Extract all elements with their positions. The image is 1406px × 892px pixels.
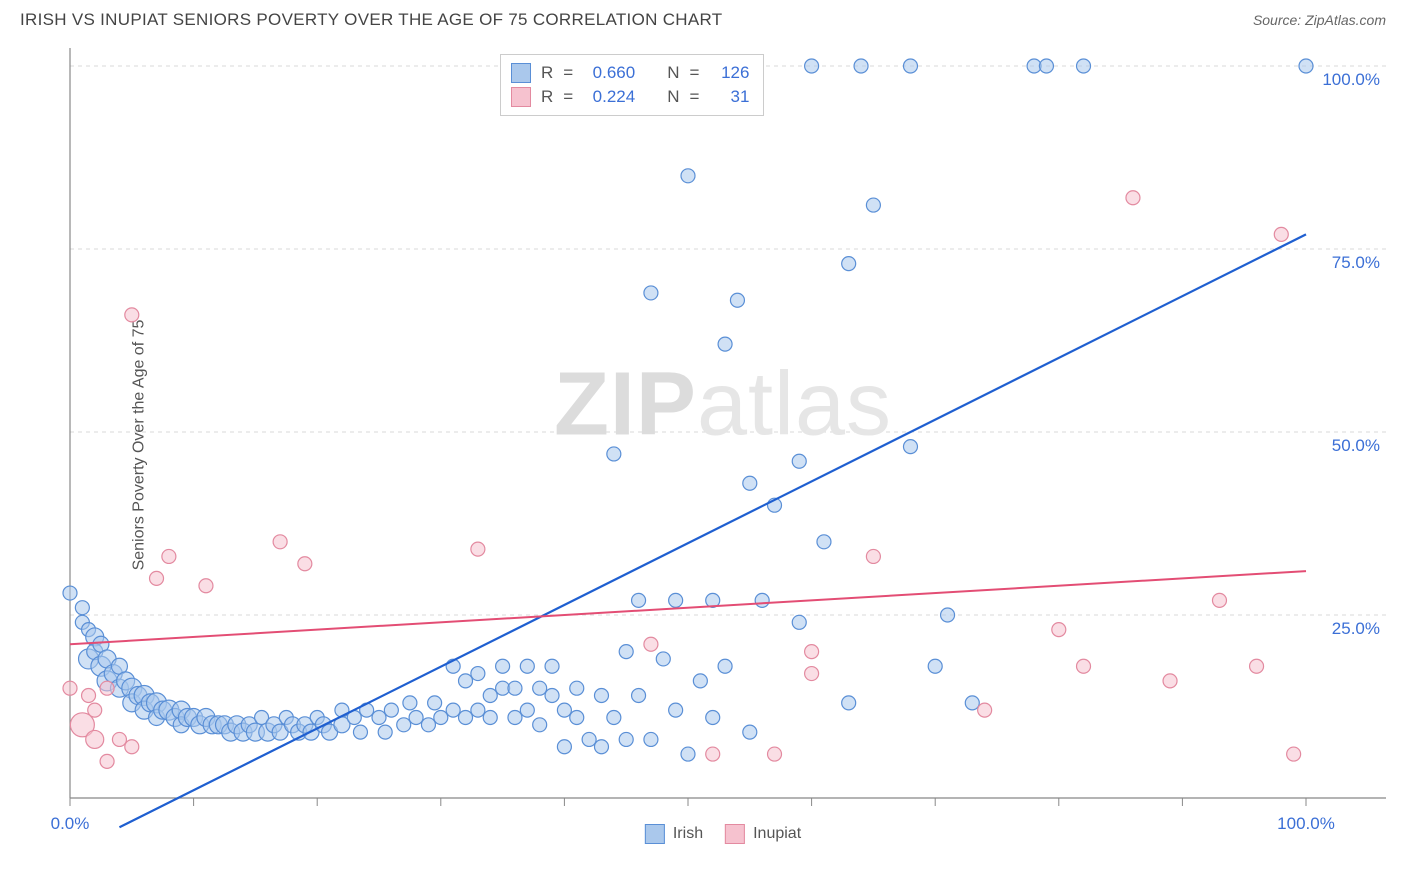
chart-title: IRISH VS INUPIAT SENIORS POVERTY OVER TH…	[20, 10, 722, 30]
plot-area: ZIPatlas R=0.660N=126R=0.224N=31 IrishIn…	[60, 48, 1386, 842]
corr-legend-row-irish: R=0.660N=126	[511, 61, 749, 85]
legend-swatch	[725, 824, 745, 844]
y-tick-label: 25.0%	[1332, 619, 1380, 639]
n-value: 126	[709, 61, 749, 85]
source-label: Source:	[1253, 12, 1301, 28]
series-legend-label: Inupiat	[753, 825, 801, 843]
n-label: N	[667, 85, 679, 109]
series-legend-item-inupiat: Inupiat	[725, 824, 801, 844]
r-value: 0.224	[583, 85, 635, 109]
correlation-legend: R=0.660N=126R=0.224N=31	[500, 54, 764, 116]
y-tick-label: 100.0%	[1322, 70, 1380, 90]
series-legend-label: Irish	[673, 825, 703, 843]
n-value: 31	[709, 85, 749, 109]
y-tick-label: 75.0%	[1332, 253, 1380, 273]
scatter-plot-svg	[60, 48, 1386, 842]
chart-container: Seniors Poverty Over the Age of 75 ZIPat…	[20, 48, 1386, 842]
x-tick-label: 100.0%	[1277, 814, 1335, 834]
y-tick-label: 50.0%	[1332, 436, 1380, 456]
source-value: ZipAtlas.com	[1305, 12, 1386, 28]
legend-swatch	[511, 63, 531, 83]
chart-header: IRISH VS INUPIAT SENIORS POVERTY OVER TH…	[0, 0, 1406, 36]
corr-legend-row-inupiat: R=0.224N=31	[511, 85, 749, 109]
source-attribution: Source: ZipAtlas.com	[1253, 12, 1386, 28]
r-value: 0.660	[583, 61, 635, 85]
legend-swatch	[645, 824, 665, 844]
legend-swatch	[511, 87, 531, 107]
x-tick-label: 0.0%	[51, 814, 90, 834]
r-label: R	[541, 85, 553, 109]
n-label: N	[667, 61, 679, 85]
series-inupiat	[63, 191, 1301, 769]
r-label: R	[541, 61, 553, 85]
series-legend: Irish Inupiat	[645, 824, 801, 844]
series-irish	[63, 59, 1313, 761]
series-legend-item-irish: Irish	[645, 824, 703, 844]
